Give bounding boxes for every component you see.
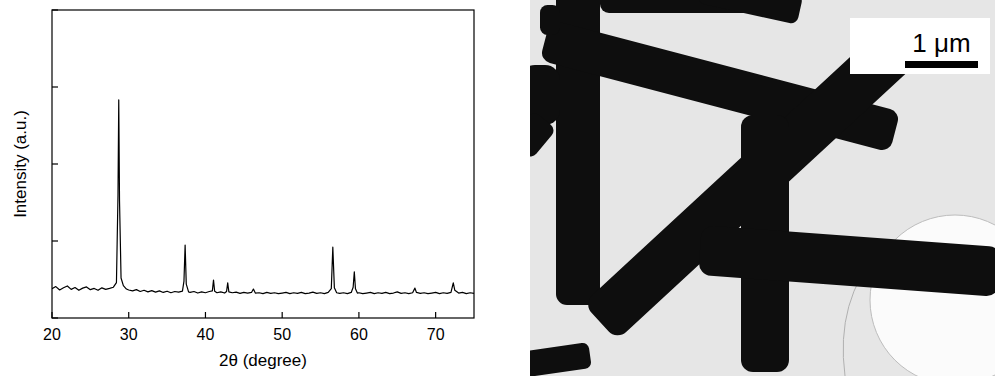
y-tick bbox=[52, 317, 58, 318]
y-tick bbox=[52, 240, 58, 241]
plot-area bbox=[52, 100, 474, 294]
y-axis-title: Intensity (a.u.) bbox=[11, 110, 30, 218]
x-tick bbox=[282, 312, 283, 318]
x-tick bbox=[435, 312, 436, 318]
plot-frame bbox=[52, 10, 474, 318]
tem-image: 1 μm bbox=[508, 0, 995, 376]
x-tick bbox=[358, 312, 359, 318]
x-tick-label: 60 bbox=[350, 326, 368, 343]
xrd-chart: 20 30 40 50 60 70 2θ (degree) Intensity (a.u.) bbox=[11, 10, 474, 370]
nanorod bbox=[697, 0, 803, 25]
scale-bar bbox=[905, 61, 978, 68]
x-tick-label: 50 bbox=[273, 326, 291, 343]
y-tick bbox=[52, 163, 58, 164]
xrd-line bbox=[52, 100, 474, 294]
y-tick bbox=[52, 9, 58, 10]
x-tick-label: 40 bbox=[197, 326, 215, 343]
x-tick-label: 70 bbox=[427, 326, 445, 343]
x-tick bbox=[128, 312, 129, 318]
nanorod bbox=[540, 5, 560, 35]
scale-bar-ground bbox=[850, 18, 990, 74]
nanorod bbox=[530, 342, 592, 376]
x-tick-label: 30 bbox=[120, 326, 138, 343]
x-axis-title: 2θ (degree) bbox=[219, 351, 307, 370]
nanorod bbox=[530, 110, 557, 159]
figure: 20 30 40 50 60 70 2θ (degree) Intensity (a.u.) 1… bbox=[0, 0, 995, 376]
x-tick bbox=[205, 312, 206, 318]
nanorod bbox=[698, 225, 995, 297]
scale-bar-label: 1 μm bbox=[912, 28, 970, 58]
y-tick bbox=[52, 86, 58, 87]
tem-content bbox=[530, 0, 995, 376]
x-tick-label: 20 bbox=[43, 326, 61, 343]
x-tick bbox=[51, 312, 52, 318]
